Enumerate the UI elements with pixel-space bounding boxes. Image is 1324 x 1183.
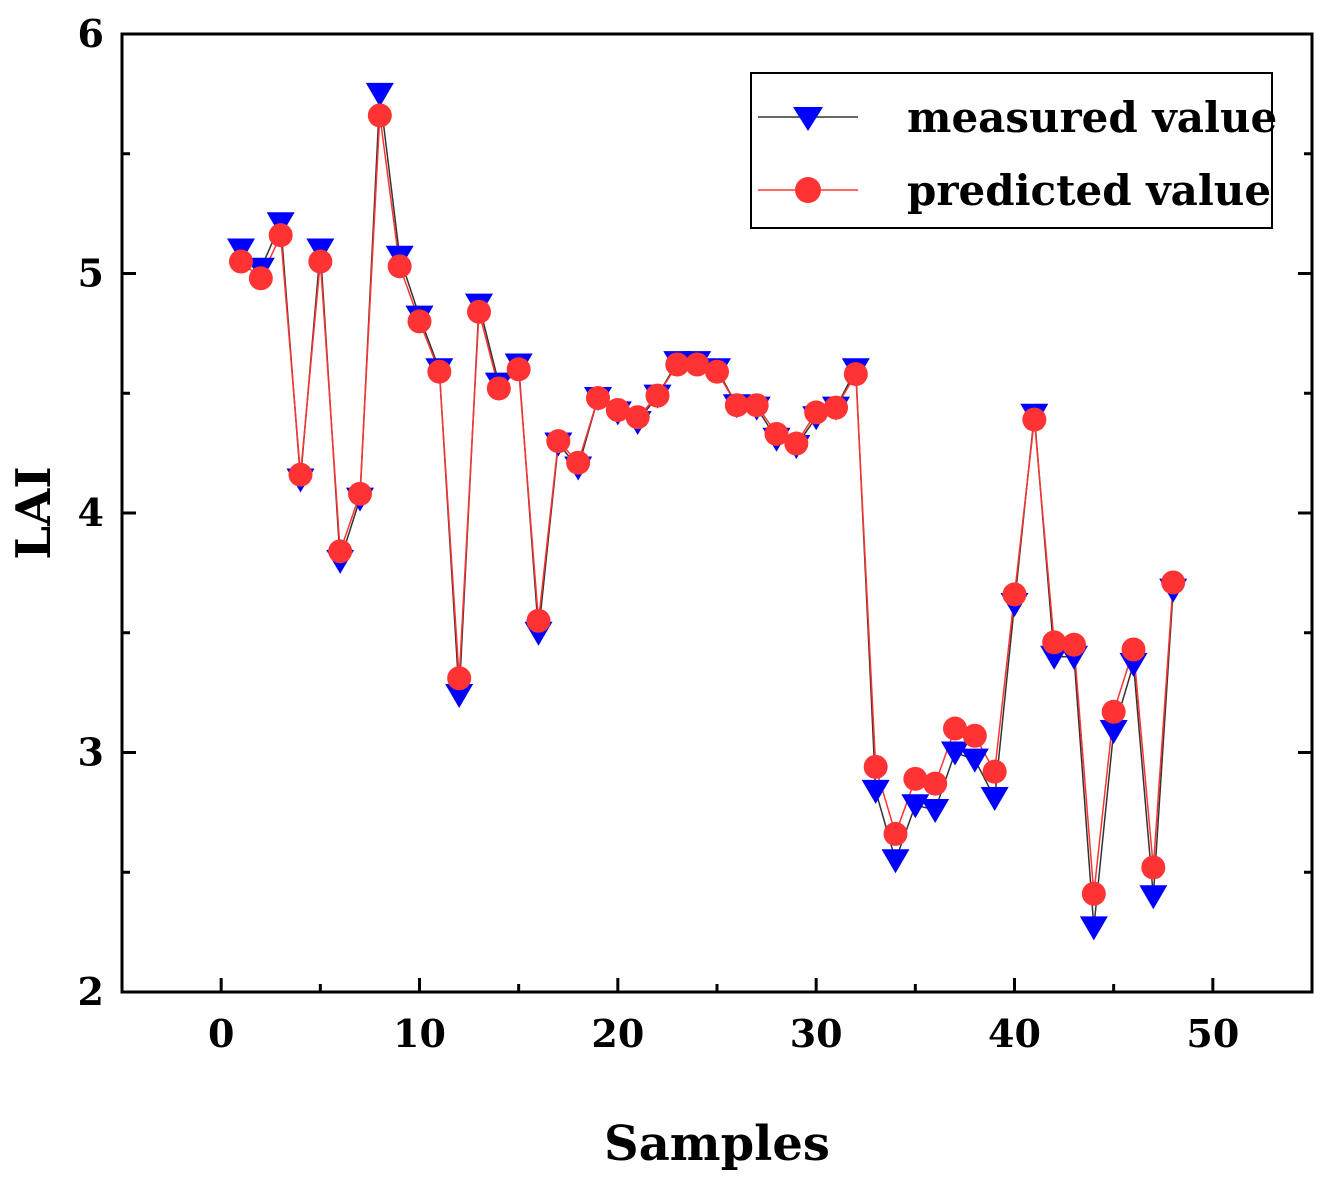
predicted-point <box>665 352 690 377</box>
predicted-point <box>863 754 888 779</box>
y-axis: 2 3 4 5 6 <box>78 11 1312 1014</box>
predicted-point <box>744 393 769 418</box>
legend-label-predicted: predicted value <box>907 166 1271 215</box>
x-tick-label: 50 <box>1186 1011 1239 1056</box>
predicted-point <box>605 398 630 423</box>
measured-point <box>960 748 989 773</box>
predicted-point <box>824 395 848 420</box>
predicted-point <box>784 431 809 456</box>
predicted-point <box>883 821 908 846</box>
predicted-point <box>1022 407 1047 432</box>
predicted-point <box>506 357 531 382</box>
measured-point <box>921 798 950 823</box>
legend-marker-predicted <box>795 177 821 203</box>
predicted-point <box>943 716 967 741</box>
predicted-point <box>685 352 710 377</box>
measured-point <box>861 779 890 804</box>
legend-box <box>750 72 1273 229</box>
series-markers <box>227 82 1188 941</box>
predicted-point <box>724 393 749 418</box>
measured-point <box>881 849 910 874</box>
measured-point <box>365 82 394 107</box>
y-axis-title: LAI <box>6 466 62 559</box>
predicted-point <box>486 376 511 401</box>
measured-point <box>1139 885 1168 910</box>
predicted-point <box>903 766 928 791</box>
y-tick-label: 5 <box>78 251 104 296</box>
predicted-point <box>1002 582 1027 607</box>
predicted-point <box>1062 632 1086 657</box>
predicted-point <box>308 249 333 274</box>
predicted-point <box>467 299 491 324</box>
predicted-point <box>427 359 452 384</box>
predicted-point <box>348 481 372 506</box>
predicted-point <box>982 759 1007 784</box>
predicted-point <box>586 386 610 411</box>
predicted-point <box>1141 855 1166 880</box>
measured-point <box>1099 719 1128 744</box>
predicted-point <box>288 462 313 487</box>
x-tick-label: 40 <box>988 1011 1041 1056</box>
predicted-point <box>1121 637 1146 662</box>
predicted-point <box>645 383 670 408</box>
predicted-point <box>407 309 432 334</box>
series-line-1 <box>240 115 1174 894</box>
measured-point <box>445 684 474 709</box>
predicted-point <box>566 450 591 475</box>
predicted-point <box>526 608 551 633</box>
x-tick-label: 30 <box>790 1011 843 1056</box>
measured-point <box>980 787 1009 812</box>
legend: measured value predicted value <box>750 72 1277 229</box>
predicted-point <box>248 266 273 291</box>
predicted-point <box>447 666 472 691</box>
predicted-point <box>1101 699 1126 724</box>
predicted-point <box>705 359 729 384</box>
x-tick-label: 0 <box>208 1011 234 1056</box>
predicted-point <box>367 103 392 128</box>
y-tick-label: 2 <box>78 969 104 1014</box>
predicted-point <box>764 421 789 446</box>
measured-point <box>1079 916 1108 941</box>
y-tick-label: 6 <box>78 11 104 56</box>
predicted-point <box>546 429 571 454</box>
predicted-point <box>229 249 253 274</box>
minor-ticks <box>122 152 1312 992</box>
x-tick-label: 10 <box>393 1011 446 1056</box>
legend-label-measured: measured value <box>907 93 1277 142</box>
predicted-point <box>843 362 868 387</box>
x-axis: 0 10 20 30 40 50 <box>208 978 1239 1056</box>
predicted-point <box>1081 881 1106 906</box>
predicted-point <box>268 223 293 248</box>
predicted-point <box>804 400 829 425</box>
y-tick-label: 3 <box>78 730 104 775</box>
y-tick-label: 4 <box>78 490 104 535</box>
legend-marker-measured <box>793 107 823 131</box>
predicted-point <box>625 405 650 430</box>
measured-point <box>941 741 969 766</box>
predicted-point <box>1161 570 1186 595</box>
predicted-point <box>328 539 353 564</box>
predicted-point <box>387 254 412 279</box>
x-axis-title: Samples <box>604 1116 830 1172</box>
predicted-point <box>1042 630 1067 655</box>
predicted-point <box>962 723 987 748</box>
predicted-point <box>923 771 948 796</box>
x-tick-label: 20 <box>591 1011 644 1056</box>
